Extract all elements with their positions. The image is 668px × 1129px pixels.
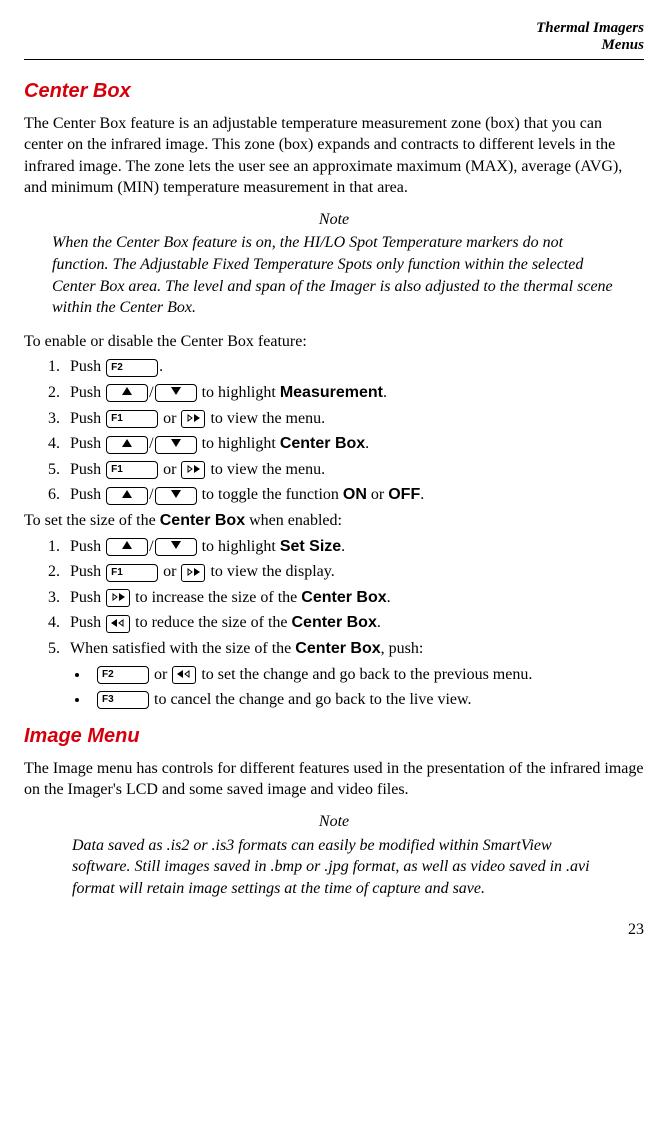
step-1: Push F2. xyxy=(64,356,644,378)
f1-button-icon: F1 xyxy=(106,564,158,582)
step-text: Push xyxy=(70,435,105,452)
step-5: Push F1 or to view the menu. xyxy=(64,459,644,481)
up-arrow-icon xyxy=(106,538,148,556)
step-text: to reduce the size of the xyxy=(131,614,291,631)
header-subtitle: Menus xyxy=(24,37,644,54)
step-text: Push xyxy=(70,486,105,503)
header-rule xyxy=(24,59,644,60)
term-center-box: Center Box xyxy=(160,512,245,529)
step-text: Push xyxy=(70,410,105,427)
lead-text: To set the size of the xyxy=(24,512,160,529)
step-text: to view the display. xyxy=(206,563,334,580)
right-arrow-icon xyxy=(181,410,205,428)
step-text: Push xyxy=(70,614,105,631)
f1-button-icon: F1 xyxy=(106,410,158,428)
sub-bullets: F2 or to set the change and go back to t… xyxy=(90,664,644,711)
term-center-box: Center Box xyxy=(301,589,386,606)
f3-button-icon: F3 xyxy=(97,691,149,709)
setsize-steps: Push / to highlight Set Size. Push F1 or… xyxy=(64,536,644,660)
right-arrow-icon xyxy=(181,564,205,582)
step-text: Push xyxy=(70,538,105,555)
f2-button-icon: F2 xyxy=(106,359,158,377)
step-text: or xyxy=(159,461,180,478)
up-arrow-icon xyxy=(106,436,148,454)
bullet-text: to set the change and go back to the pre… xyxy=(197,666,532,683)
term-center-box: Center Box xyxy=(280,435,365,452)
step-4: Push to reduce the size of the Center Bo… xyxy=(64,612,644,634)
note-body-2: Data saved as .is2 or .is3 formats can e… xyxy=(72,835,596,900)
note-label: Note xyxy=(24,209,644,231)
step-text: . xyxy=(420,486,424,503)
step-text: to highlight xyxy=(198,538,280,555)
page-number: 23 xyxy=(24,919,644,941)
enable-steps: Push F2. Push / to highlight Measurement… xyxy=(64,356,644,506)
step-1: Push / to highlight Set Size. xyxy=(64,536,644,558)
section-title-image-menu: Image Menu xyxy=(24,723,644,750)
lead-text: when enabled: xyxy=(245,512,342,529)
step-text: to highlight xyxy=(198,384,280,401)
step-2: Push F1 or to view the display. xyxy=(64,561,644,583)
step-text: Push xyxy=(70,461,105,478)
step-text: Push xyxy=(70,589,105,606)
f2-button-icon: F2 xyxy=(97,666,149,684)
step-text: . xyxy=(387,589,391,606)
f1-button-icon: F1 xyxy=(106,461,158,479)
step-text: Push xyxy=(70,563,105,580)
term-measurement: Measurement xyxy=(280,384,383,401)
down-arrow-icon xyxy=(155,538,197,556)
term-set-size: Set Size xyxy=(280,538,341,555)
step-text: When satisfied with the size of the xyxy=(70,640,295,657)
header-title: Thermal Imagers xyxy=(536,20,644,36)
left-arrow-icon xyxy=(106,615,130,633)
step-text: to highlight xyxy=(198,435,280,452)
step-text: . xyxy=(383,384,387,401)
step-text: to view the menu. xyxy=(206,410,325,427)
step-text: to increase the size of the xyxy=(131,589,301,606)
step-text: Push xyxy=(70,358,105,375)
step-4: Push / to highlight Center Box. xyxy=(64,433,644,455)
note-label-2: Note xyxy=(24,811,644,833)
right-arrow-icon xyxy=(181,461,205,479)
enable-lead: To enable or disable the Center Box feat… xyxy=(24,331,644,353)
step-text: , push: xyxy=(381,640,424,657)
step-text: or xyxy=(159,410,180,427)
term-on: ON xyxy=(343,486,367,503)
section-title-center-box: Center Box xyxy=(24,78,644,105)
up-arrow-icon xyxy=(106,487,148,505)
step-text: to view the menu. xyxy=(206,461,325,478)
step-3: Push F1 or to view the menu. xyxy=(64,408,644,430)
step-text: Push xyxy=(70,384,105,401)
bullet-2: F3 to cancel the change and go back to t… xyxy=(90,689,644,711)
up-arrow-icon xyxy=(106,384,148,402)
step-text: . xyxy=(365,435,369,452)
step-6: Push / to toggle the function ON or OFF. xyxy=(64,484,644,506)
bullet-1: F2 or to set the change and go back to t… xyxy=(90,664,644,686)
step-text: . xyxy=(341,538,345,555)
step-2: Push / to highlight Measurement. xyxy=(64,382,644,404)
term-center-box: Center Box xyxy=(295,640,380,657)
term-center-box: Center Box xyxy=(292,614,377,631)
step-5: When satisfied with the size of the Cent… xyxy=(64,638,644,660)
bullet-text: or xyxy=(150,666,171,683)
bullet-text: to cancel the change and go back to the … xyxy=(150,691,472,708)
image-menu-description: The Image menu has controls for differen… xyxy=(24,758,644,801)
right-arrow-icon xyxy=(106,589,130,607)
step-text: . xyxy=(159,358,163,375)
center-box-description: The Center Box feature is an adjustable … xyxy=(24,113,644,199)
setsize-lead: To set the size of the Center Box when e… xyxy=(24,510,644,532)
down-arrow-icon xyxy=(155,487,197,505)
step-text: or xyxy=(159,563,180,580)
step-text: . xyxy=(377,614,381,631)
step-text: to toggle the function xyxy=(198,486,343,503)
down-arrow-icon xyxy=(155,384,197,402)
step-3: Push to increase the size of the Center … xyxy=(64,587,644,609)
step-text: or xyxy=(367,486,388,503)
note-body: When the Center Box feature is on, the H… xyxy=(52,232,616,318)
term-off: OFF xyxy=(388,486,420,503)
left-arrow-icon xyxy=(172,666,196,684)
down-arrow-icon xyxy=(155,436,197,454)
page-header: Thermal Imagers Menus xyxy=(24,20,644,55)
